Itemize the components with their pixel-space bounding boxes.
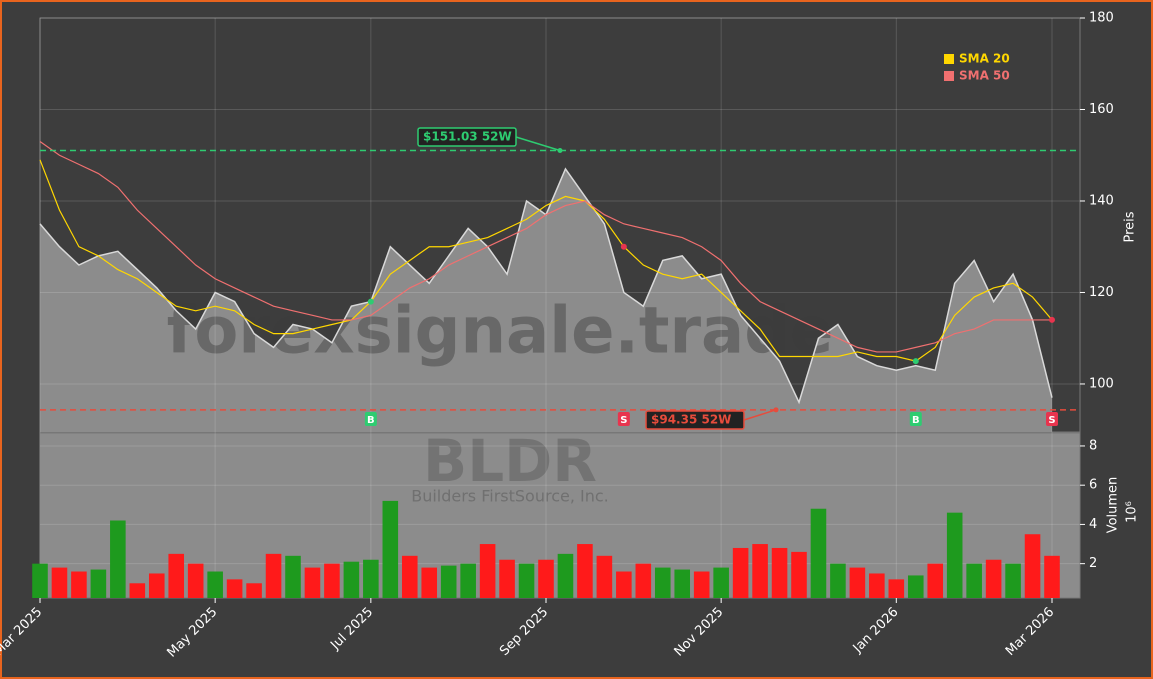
- legend-label: SMA 20: [959, 52, 1010, 66]
- volume-bar: [635, 563, 652, 598]
- y-tick-label: 120: [1089, 285, 1114, 300]
- sma-line: [39, 141, 1052, 353]
- volume-bar: [577, 544, 593, 598]
- volume-bar: [791, 551, 807, 598]
- volume-bar: [226, 579, 243, 598]
- volume-panel: [39, 432, 1081, 599]
- volume-bar: [187, 563, 204, 598]
- signal-label: B: [367, 415, 375, 426]
- volume-bar: [946, 512, 963, 598]
- label-box: [417, 127, 517, 147]
- signal-box: [1046, 412, 1058, 426]
- y-tick-label: 6: [1089, 478, 1097, 493]
- volume-bar: [440, 565, 457, 598]
- volume-bar: [479, 544, 496, 598]
- volume-bar: [966, 563, 982, 598]
- watermark-company: Builders FirstSource, Inc.: [411, 487, 609, 506]
- layer: [40, 168, 1052, 433]
- volume-bar: [674, 569, 691, 598]
- y-tick-label: 100: [1089, 376, 1114, 391]
- volume-bar: [246, 583, 262, 598]
- volume-bar: [907, 575, 924, 598]
- sma-line: [39, 159, 1053, 362]
- signal-dot: [620, 243, 627, 250]
- annotation-label: $151.03 52W: [423, 130, 512, 144]
- volume-bar: [985, 559, 1002, 598]
- signal-label: S: [620, 415, 627, 426]
- volume-bar: [421, 567, 438, 598]
- volume-bar: [830, 563, 846, 598]
- volume-bar: [71, 571, 87, 598]
- volume-bar: [363, 559, 379, 598]
- arrow-head: [773, 407, 779, 413]
- volume-bar: [869, 573, 885, 598]
- volume-bar: [401, 555, 418, 598]
- arrow: [515, 136, 561, 152]
- volume-bar: [732, 547, 749, 598]
- signal-dot: [367, 298, 374, 305]
- label-box: [645, 410, 745, 430]
- price-area-fill: [40, 168, 1052, 433]
- arrow-head: [557, 148, 563, 154]
- y-tick-label: 2: [1089, 556, 1097, 571]
- volume-bar: [713, 567, 729, 598]
- signal-label: S: [1048, 415, 1055, 426]
- volume-bar: [51, 567, 68, 598]
- volume-bar: [849, 567, 866, 598]
- volume-bar: [616, 571, 632, 598]
- signal-dot: [1049, 316, 1055, 323]
- volume-bar: [285, 555, 301, 598]
- volume-bar: [693, 571, 710, 598]
- volume-bar: [382, 500, 399, 598]
- volume-bar: [168, 553, 185, 598]
- arrow: [743, 409, 777, 421]
- volume-bar: [810, 508, 827, 598]
- volume-bar: [1024, 534, 1041, 598]
- y-tick-label: 180: [1089, 11, 1114, 26]
- y-tick-label: 8: [1089, 438, 1097, 453]
- volume-bar: [90, 569, 107, 598]
- volume-bar: [596, 555, 613, 598]
- volume-bar: [752, 544, 768, 598]
- volume-bar: [343, 561, 360, 598]
- legend-swatch: [944, 54, 954, 64]
- volume-bar: [1044, 555, 1060, 598]
- volume-bar: [654, 567, 671, 598]
- volume-bar: [324, 563, 340, 598]
- volume-bar: [460, 563, 476, 598]
- volume-bar: [927, 563, 944, 598]
- volume-bar: [304, 567, 321, 598]
- volume-bar: [557, 553, 574, 598]
- y-tick-label: 4: [1089, 517, 1097, 532]
- volume-bar: [129, 583, 146, 598]
- volume-bar: [265, 553, 282, 598]
- legend-swatch: [944, 71, 954, 81]
- volume-bar: [771, 547, 788, 598]
- legend-label: SMA 50: [959, 69, 1010, 83]
- watermark: forexsignale.trade: [167, 295, 834, 369]
- signal-box: [617, 412, 630, 426]
- signal-box: [364, 412, 377, 426]
- annotation-label: $94.35 52W: [651, 413, 731, 427]
- y-axis-label: Preis: [1123, 211, 1138, 242]
- signal-dot: [912, 358, 919, 365]
- volume-bar: [518, 563, 535, 598]
- y-scale-label: 10⁶: [1125, 501, 1140, 523]
- volume-bar: [888, 579, 905, 598]
- volume-bar: [148, 573, 165, 598]
- y-tick-label: 160: [1089, 102, 1114, 117]
- volume-bar: [538, 559, 554, 598]
- volume-bar: [32, 563, 48, 598]
- signal-box: [909, 412, 922, 426]
- volume-bar: [110, 520, 126, 598]
- signal-label: B: [912, 415, 920, 426]
- volume-bar: [207, 571, 223, 598]
- y-axis-label: Volumen: [1106, 477, 1121, 534]
- watermark-ticker: BLDR: [423, 427, 597, 495]
- volume-bar: [499, 559, 515, 598]
- y-tick-label: 140: [1089, 193, 1114, 208]
- volume-bar: [1005, 563, 1021, 598]
